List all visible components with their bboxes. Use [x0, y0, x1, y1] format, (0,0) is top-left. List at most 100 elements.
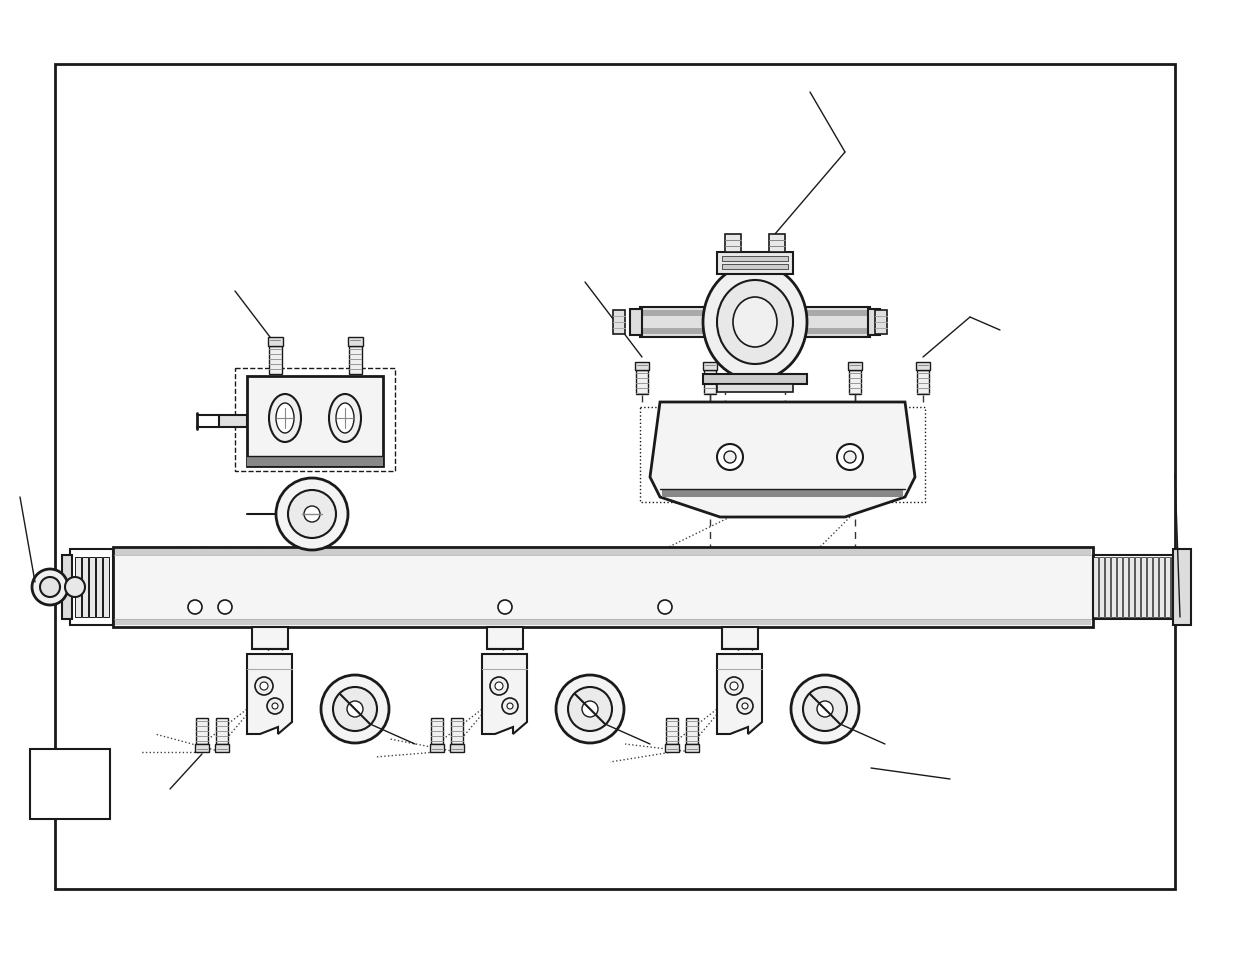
Bar: [640, 329, 869, 335]
Circle shape: [261, 682, 268, 690]
Circle shape: [568, 687, 613, 731]
Bar: [664, 744, 679, 752]
Circle shape: [658, 600, 672, 615]
Bar: [718, 385, 793, 393]
Bar: [722, 256, 788, 262]
Bar: [115, 550, 1091, 556]
Bar: [196, 719, 207, 744]
Ellipse shape: [275, 403, 294, 434]
Bar: [103, 558, 109, 618]
Bar: [725, 234, 741, 253]
Bar: [848, 363, 862, 371]
Ellipse shape: [269, 395, 301, 442]
Bar: [70, 550, 112, 625]
Bar: [666, 719, 678, 744]
Polygon shape: [247, 655, 291, 734]
Bar: [1093, 558, 1098, 618]
Circle shape: [254, 678, 273, 696]
Bar: [215, 744, 228, 752]
Bar: [685, 744, 699, 752]
Bar: [1129, 558, 1134, 618]
Bar: [1093, 556, 1173, 619]
Bar: [1173, 550, 1191, 625]
Bar: [1158, 558, 1165, 618]
Bar: [487, 627, 522, 649]
Circle shape: [725, 678, 743, 696]
Bar: [876, 311, 887, 335]
Bar: [348, 337, 363, 347]
Circle shape: [582, 701, 598, 718]
Bar: [704, 371, 716, 395]
Circle shape: [288, 491, 336, 538]
Circle shape: [837, 444, 863, 471]
Bar: [1165, 558, 1170, 618]
Bar: [1147, 558, 1152, 618]
Polygon shape: [482, 655, 527, 734]
Bar: [685, 719, 698, 744]
Bar: [431, 719, 443, 744]
Bar: [195, 744, 209, 752]
Bar: [56, 65, 1174, 889]
Ellipse shape: [336, 403, 354, 434]
Bar: [722, 627, 758, 649]
Bar: [916, 363, 930, 371]
Ellipse shape: [734, 297, 777, 348]
Circle shape: [730, 682, 739, 690]
Circle shape: [508, 703, 513, 709]
Bar: [219, 416, 247, 428]
Bar: [268, 337, 283, 347]
Bar: [62, 556, 72, 619]
Circle shape: [737, 699, 753, 714]
Bar: [30, 749, 110, 820]
Bar: [1135, 558, 1140, 618]
Bar: [703, 363, 718, 371]
Bar: [112, 547, 1093, 627]
Bar: [918, 371, 929, 395]
Bar: [636, 371, 648, 395]
Circle shape: [267, 699, 283, 714]
Bar: [613, 311, 625, 335]
Bar: [1123, 558, 1128, 618]
Circle shape: [498, 600, 513, 615]
Circle shape: [321, 676, 389, 743]
Bar: [247, 376, 383, 467]
Bar: [89, 558, 95, 618]
Bar: [703, 375, 806, 385]
Bar: [269, 347, 282, 375]
Circle shape: [32, 569, 68, 605]
Circle shape: [275, 478, 348, 551]
Bar: [769, 234, 785, 253]
Bar: [1112, 558, 1116, 618]
Bar: [722, 265, 788, 270]
Circle shape: [40, 578, 61, 598]
Circle shape: [818, 701, 832, 718]
Bar: [450, 744, 464, 752]
Bar: [451, 719, 463, 744]
Bar: [640, 311, 869, 316]
Bar: [75, 558, 82, 618]
Polygon shape: [650, 402, 915, 517]
Polygon shape: [718, 655, 762, 734]
Bar: [82, 558, 88, 618]
Circle shape: [347, 701, 363, 718]
Bar: [848, 371, 861, 395]
Circle shape: [333, 687, 377, 731]
Ellipse shape: [329, 395, 361, 442]
Circle shape: [724, 452, 736, 463]
Bar: [96, 558, 103, 618]
Bar: [350, 347, 362, 375]
Bar: [868, 310, 881, 335]
Circle shape: [65, 578, 85, 598]
Ellipse shape: [703, 265, 806, 380]
Bar: [1116, 558, 1123, 618]
Circle shape: [304, 506, 320, 522]
Circle shape: [272, 703, 278, 709]
Circle shape: [490, 678, 508, 696]
Bar: [635, 363, 650, 371]
Bar: [640, 308, 869, 337]
Circle shape: [188, 600, 203, 615]
Bar: [1153, 558, 1158, 618]
Bar: [718, 253, 793, 274]
Circle shape: [742, 703, 748, 709]
Bar: [662, 490, 903, 497]
